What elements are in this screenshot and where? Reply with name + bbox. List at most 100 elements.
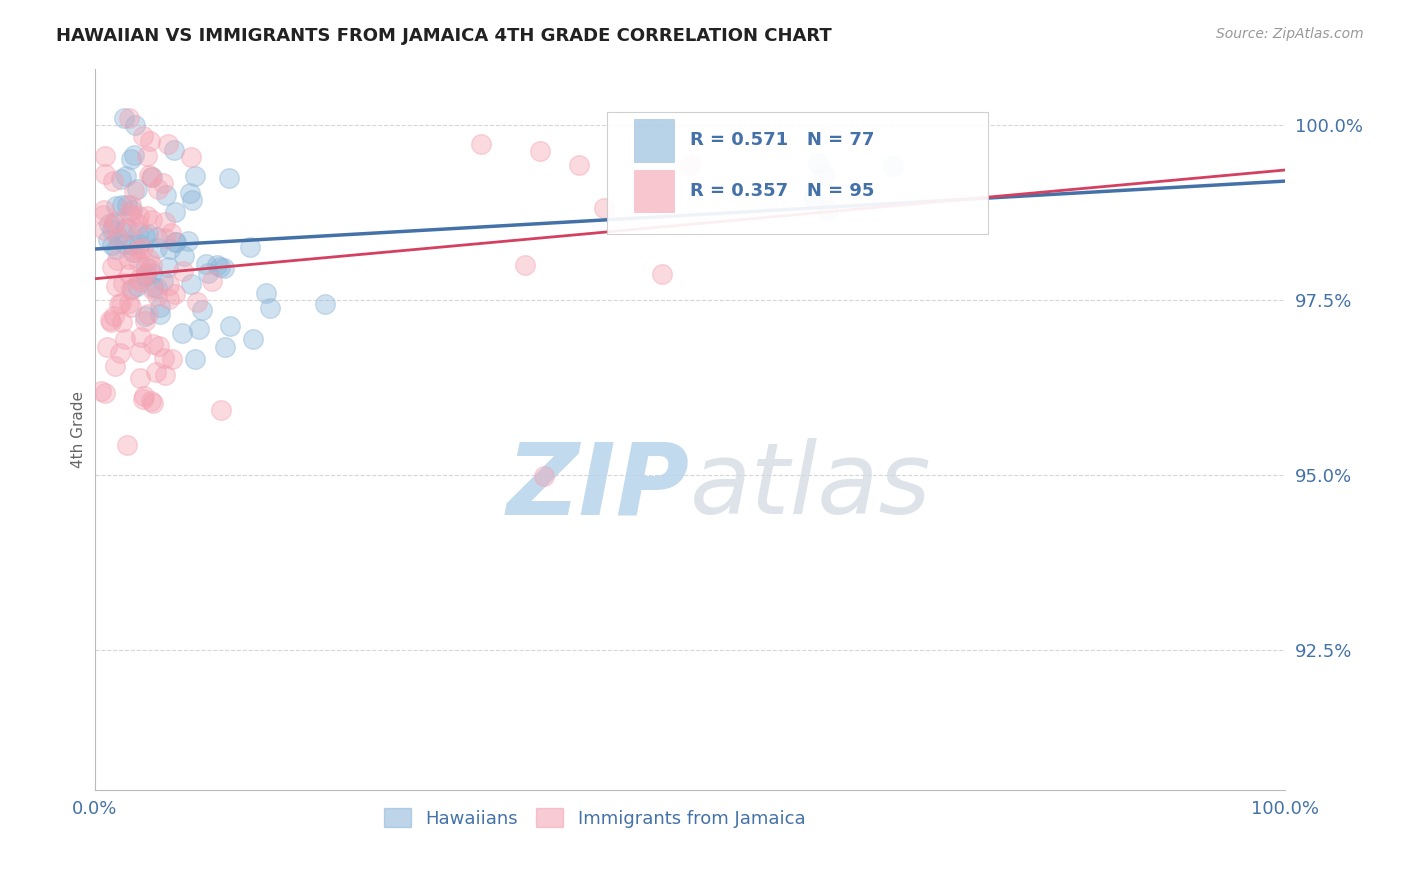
Point <box>149 307 172 321</box>
Point <box>165 235 187 249</box>
Point <box>160 227 183 241</box>
Point <box>152 275 174 289</box>
Point <box>139 134 162 148</box>
Point <box>125 182 148 196</box>
Point <box>314 297 336 311</box>
Point <box>803 191 825 205</box>
Point <box>145 365 167 379</box>
FancyBboxPatch shape <box>634 119 675 161</box>
Point <box>568 158 591 172</box>
Point <box>148 339 170 353</box>
Point <box>115 220 138 235</box>
Point <box>132 241 155 255</box>
Point <box>129 330 152 344</box>
Point <box>533 469 555 483</box>
Point <box>205 258 228 272</box>
Point <box>138 261 160 276</box>
Point <box>172 263 194 277</box>
Point <box>127 253 149 268</box>
Point <box>103 309 125 323</box>
Point <box>254 286 277 301</box>
Point <box>142 336 165 351</box>
Point <box>259 301 281 315</box>
Point <box>117 296 139 310</box>
Point <box>180 277 202 291</box>
Point <box>201 274 224 288</box>
Point <box>121 202 143 217</box>
Point <box>108 297 131 311</box>
Point <box>197 266 219 280</box>
Point <box>135 209 157 223</box>
Point <box>103 219 125 233</box>
Point <box>111 315 134 329</box>
Point <box>134 309 156 323</box>
Point <box>195 257 218 271</box>
Point <box>239 240 262 254</box>
Point <box>191 303 214 318</box>
Point <box>153 215 176 229</box>
Point <box>141 169 163 184</box>
Point <box>159 242 181 256</box>
Point <box>101 223 124 237</box>
Point <box>97 234 120 248</box>
Point <box>592 201 614 215</box>
Point <box>112 277 135 291</box>
Point <box>157 260 180 274</box>
Point <box>120 208 142 222</box>
Point <box>160 351 183 366</box>
FancyBboxPatch shape <box>606 112 987 235</box>
Point <box>120 300 142 314</box>
Point <box>807 156 830 170</box>
Point <box>129 344 152 359</box>
Point <box>91 208 114 222</box>
Point <box>103 174 125 188</box>
Point <box>131 276 153 290</box>
Point <box>218 318 240 333</box>
Point <box>105 278 128 293</box>
Point <box>138 252 160 266</box>
Point <box>186 294 208 309</box>
Point <box>141 258 163 272</box>
Point <box>242 332 264 346</box>
Point <box>93 203 115 218</box>
Point <box>114 236 136 251</box>
Point <box>118 252 141 266</box>
Point <box>115 169 138 183</box>
Point <box>141 170 163 185</box>
Point <box>157 137 180 152</box>
Point <box>114 332 136 346</box>
Point <box>118 267 141 281</box>
Point <box>135 268 157 282</box>
Text: atlas: atlas <box>690 439 932 535</box>
Point <box>98 313 121 327</box>
Point <box>94 149 117 163</box>
Point <box>155 231 177 245</box>
Point <box>179 186 201 200</box>
Point <box>110 296 132 310</box>
Text: ZIP: ZIP <box>508 439 690 535</box>
Point <box>141 266 163 280</box>
Point <box>155 188 177 202</box>
Point <box>105 199 128 213</box>
Point <box>132 389 155 403</box>
Point <box>128 242 150 256</box>
Point <box>124 245 146 260</box>
Point <box>163 204 186 219</box>
Point <box>882 159 904 173</box>
Point <box>120 152 142 166</box>
Point <box>181 194 204 208</box>
Point <box>163 235 186 249</box>
Point <box>103 216 125 230</box>
Point <box>180 150 202 164</box>
Point <box>121 237 143 252</box>
Point <box>93 223 115 237</box>
Point <box>115 198 138 212</box>
Point <box>120 282 142 296</box>
Point <box>145 230 167 244</box>
Point <box>100 260 122 274</box>
Point <box>110 171 132 186</box>
Point <box>135 260 157 274</box>
Point <box>146 281 169 295</box>
Point <box>529 144 551 158</box>
Point <box>120 197 142 211</box>
